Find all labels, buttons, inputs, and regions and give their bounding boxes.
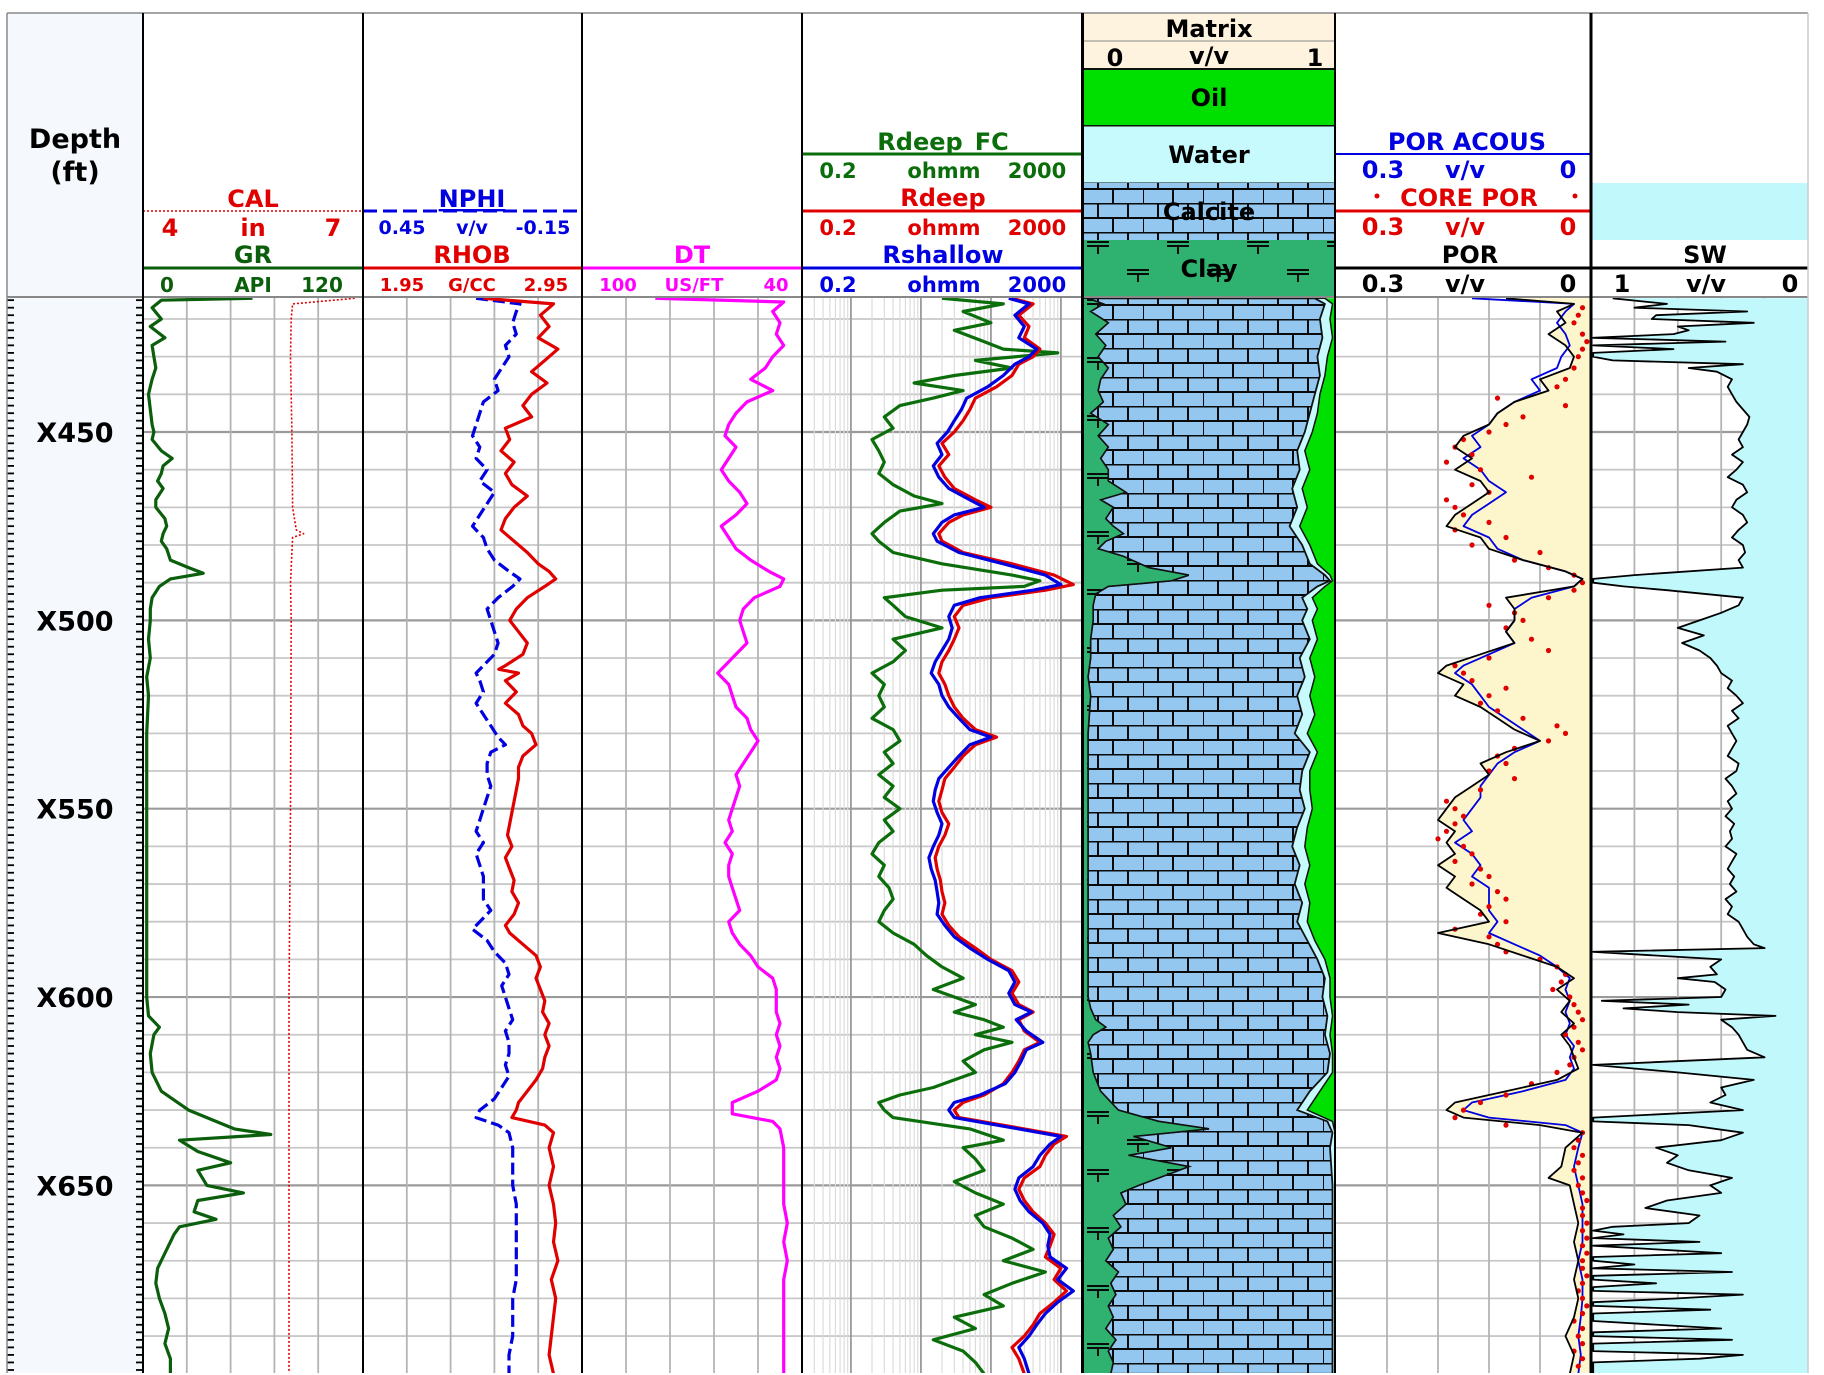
cal-min: 4 [162,214,179,242]
nphi-min: 0.45 [379,217,426,239]
matrix-title: Matrix [1165,15,1253,43]
core-por-unit: v/v [1445,213,1485,241]
rhob-max: 2.95 [524,275,568,296]
por-max: 0 [1560,270,1577,298]
legend-oil-swatch [1082,68,1336,127]
nphi-name: NPHI [439,185,506,213]
cal-max: 7 [325,214,342,242]
rhob-name: RHOB [433,241,510,269]
depth-label: X450 [36,418,113,449]
rshallow-name: Rshallow [882,241,1003,269]
core-por-max: 0 [1560,213,1577,241]
dt-min: 100 [599,275,637,296]
por-acous-max: 0 [1560,156,1577,184]
dt-unit: US/FT [665,275,724,296]
depth-unit: (ft) [50,157,99,188]
core-por-marker-left [1374,193,1380,199]
curve-fills [1082,297,1808,1373]
depth-label: X650 [36,1171,113,1202]
rdeep-fc-min: 0.2 [819,159,856,183]
sw-min: 1 [1614,270,1631,298]
sw-unit: v/v [1686,270,1726,298]
gr-max: 120 [301,273,343,297]
rshallow-unit: ohmm [907,273,980,297]
rdeep-max: 2000 [1008,216,1066,240]
legend-water-swatch [1082,125,1336,184]
nphi-unit: v/v [456,217,488,239]
dt-max: 40 [763,275,788,296]
depth-label: X500 [36,606,113,637]
depth-label: X600 [36,983,113,1014]
legend-oil-label: Oil [1191,84,1228,112]
rdeep-min: 0.2 [819,216,856,240]
rdeep-unit: ohmm [907,216,980,240]
rdeep-fc-max: 2000 [1008,159,1066,183]
core-por-marker-right [1572,193,1578,199]
core-por-name: CORE POR [1400,184,1538,212]
por-acous-unit: v/v [1445,156,1485,184]
por-unit: v/v [1445,270,1485,298]
matrix-min: 0 [1107,44,1124,72]
legend-clay-label: Clay [1181,255,1238,283]
rshallow-max: 2000 [1008,273,1066,297]
legend-calcite-swatch [1083,183,1335,240]
depth-column-bg [7,13,143,1373]
gr-name: GR [234,241,272,269]
legend-clay-swatch [1083,240,1335,297]
rshallow-min: 0.2 [819,273,856,297]
rhob-unit: G/CC [448,275,496,296]
gr-unit: API [234,273,272,297]
por-acous-min: 0.3 [1362,156,1405,184]
track-borders [6,12,1809,1373]
por-acous-name: POR ACOUS [1388,128,1546,156]
depth-axis: X450 X500 X550 X600 X650 [7,299,143,1371]
legend-calcite-label: Calcite [1163,198,1255,226]
sw-name: SW [1683,241,1727,269]
matrix-max: 1 [1307,44,1324,72]
dt-name: DT [674,241,711,269]
depth-title: Depth [29,124,121,155]
rhob-min: 1.95 [380,275,424,296]
sw-max: 0 [1782,270,1799,298]
nphi-max: -0.15 [516,217,571,239]
cal-unit: in [240,214,265,242]
core-por-min: 0.3 [1362,213,1405,241]
sw-legend-fill [1592,183,1808,240]
rdeep-name: Rdeep [900,184,985,212]
log-curves [145,297,1777,1373]
rdeep-fc-unit: ohmm [907,159,980,183]
depth-label: X550 [36,795,113,826]
gr-min: 0 [160,273,174,297]
por-min: 0.3 [1362,270,1405,298]
rdeep-fc-name: Rdeep_FC [877,128,1008,156]
cal-name: CAL [227,185,278,213]
por-name: POR [1442,241,1498,269]
legend-water-label: Water [1168,141,1250,169]
matrix-unit: v/v [1189,42,1229,70]
